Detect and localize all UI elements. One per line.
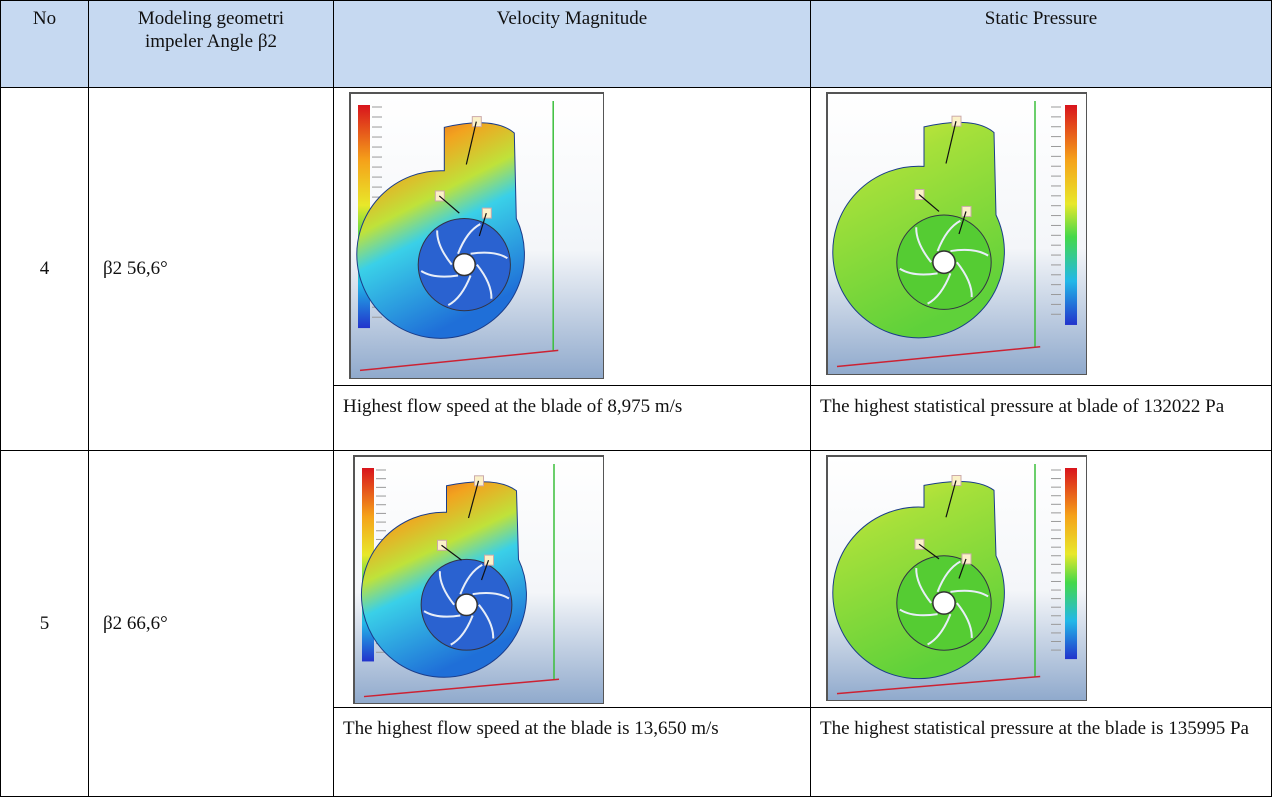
header-text: Velocity Magnitude xyxy=(497,8,647,29)
pressure-image xyxy=(811,451,1087,701)
hub xyxy=(453,254,475,276)
pressure-image-cell xyxy=(811,88,1272,386)
callout xyxy=(482,208,491,218)
angle-cell: β2 66,6° xyxy=(89,451,334,797)
pressure-image xyxy=(811,88,1087,375)
callout xyxy=(472,117,481,127)
callout xyxy=(962,554,971,564)
velocity-image-cell xyxy=(334,88,811,386)
angle-cell: β2 56,6° xyxy=(89,88,334,451)
header-cell: Velocity Magnitude xyxy=(334,1,811,88)
hub xyxy=(933,592,955,614)
callout xyxy=(962,206,971,216)
results-table: No Modeling geometriimpeler Angle β2 Veloc… xyxy=(0,0,1272,797)
pressure-text: The highest statistical pressure at the … xyxy=(811,708,1272,797)
callout xyxy=(485,555,494,565)
image xyxy=(354,456,604,704)
callout xyxy=(952,116,961,126)
page: No Modeling geometriimpeler Angle β2 Veloc… xyxy=(0,0,1272,796)
no-cell: 4 xyxy=(1,88,89,451)
no-cell: 5 xyxy=(1,451,89,797)
velocity-text: The highest flow speed at the blade is 1… xyxy=(334,708,811,797)
header-text: No xyxy=(33,8,56,29)
velocity-image-cell xyxy=(334,451,811,708)
header-cell: Static Pressure xyxy=(811,1,1272,88)
colorbar xyxy=(1065,468,1077,659)
image xyxy=(827,93,1087,375)
callout xyxy=(475,476,484,486)
velocity-image xyxy=(334,451,604,704)
callout xyxy=(952,476,961,486)
velocity-image xyxy=(334,88,604,379)
colorbar xyxy=(1065,105,1077,325)
image xyxy=(827,456,1087,701)
hub xyxy=(456,594,477,615)
image xyxy=(350,93,604,379)
velocity-text: Highest flow speed at the blade of 8,975… xyxy=(334,386,811,451)
pressure-image-cell xyxy=(811,451,1272,708)
header-text: Static Pressure xyxy=(985,8,1097,29)
pressure-text: The highest statistical pressure at blad… xyxy=(811,386,1272,451)
hub xyxy=(933,251,955,273)
header-cell: No xyxy=(1,1,89,88)
header-line: Modeling geometri xyxy=(98,7,324,30)
header-line: impeler Angle β2 xyxy=(98,30,324,53)
